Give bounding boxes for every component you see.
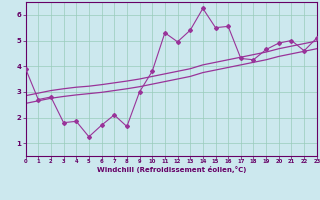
X-axis label: Windchill (Refroidissement éolien,°C): Windchill (Refroidissement éolien,°C) xyxy=(97,166,246,173)
